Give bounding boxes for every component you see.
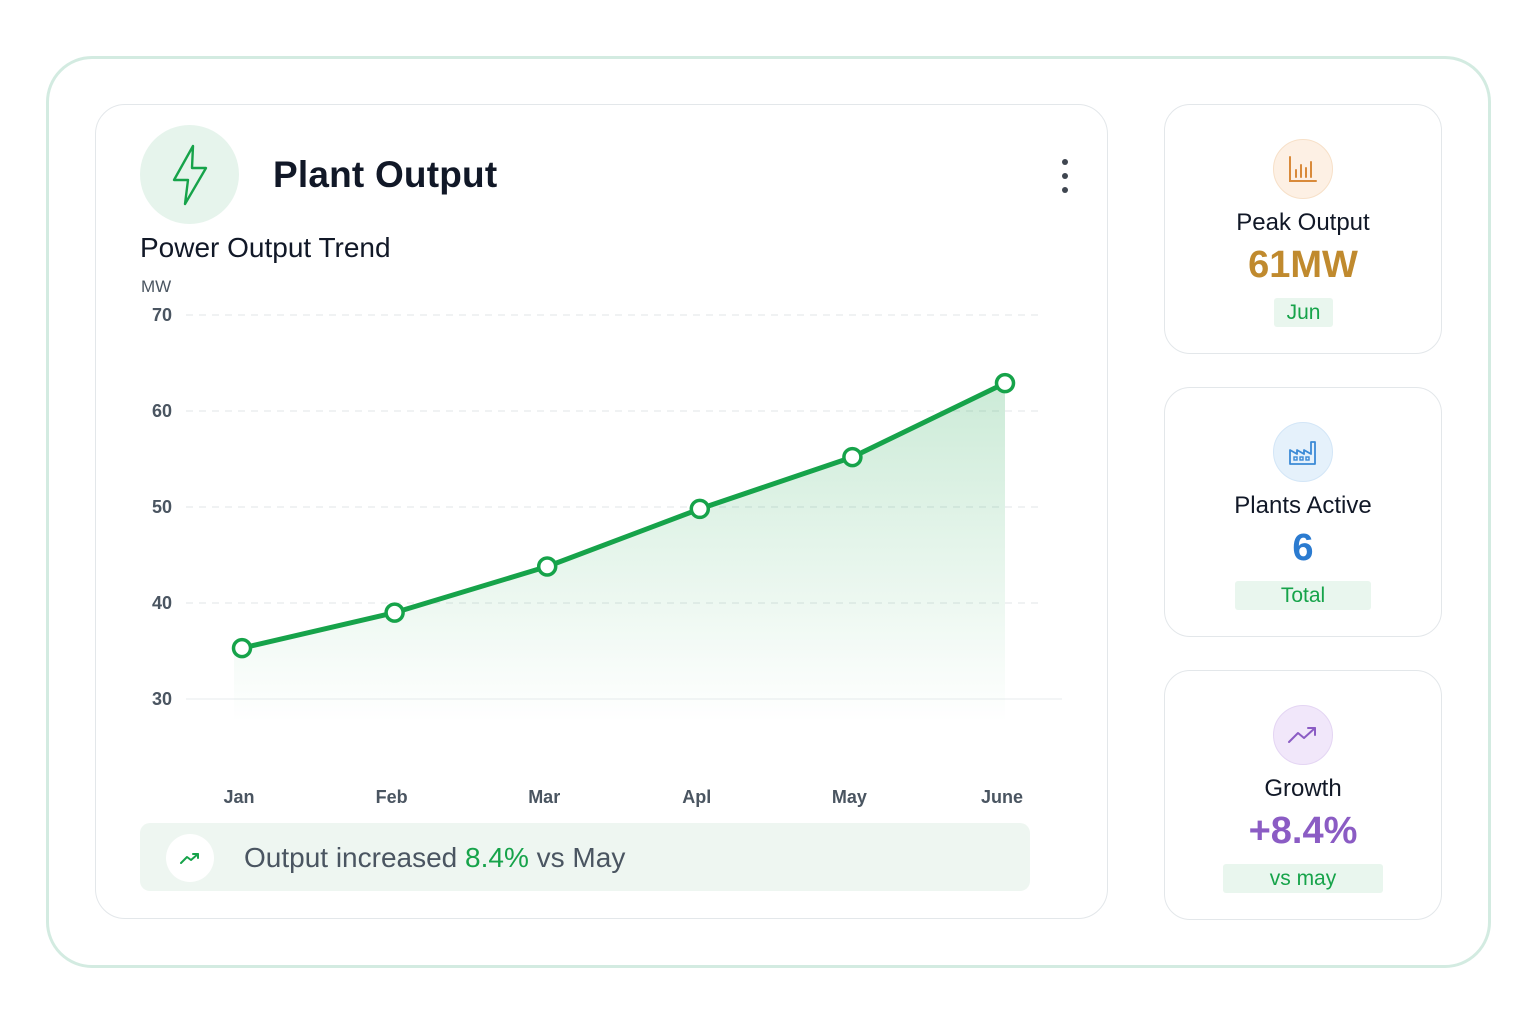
data-point[interactable]: [842, 446, 863, 468]
trending-up-icon: [1273, 705, 1333, 765]
x-tick-label: Apl: [682, 787, 711, 807]
insight-prefix: Output increased: [244, 842, 466, 873]
x-tick-label: Mar: [528, 787, 560, 807]
x-tick-label: Jan: [223, 787, 254, 807]
series-line: [239, 380, 1008, 651]
insight-suffix: vs May: [528, 842, 626, 873]
area-fill: [234, 383, 1005, 722]
peak-output-card: Peak Output 61MW Jun: [1164, 104, 1442, 354]
x-tick-label: May: [832, 787, 867, 807]
data-point[interactable]: [536, 556, 558, 577]
chart-title: Power Output Trend: [140, 232, 391, 263]
growth-card: Growth +8.4% vs may: [1164, 670, 1442, 920]
peak-output-badge: Jun: [1274, 298, 1333, 327]
growth-badge: vs may: [1223, 864, 1383, 893]
lightning-bolt-icon: [140, 125, 239, 224]
y-tick-label: 60: [152, 401, 172, 421]
insight-value: 8.4%: [465, 842, 529, 873]
data-point[interactable]: [689, 498, 711, 520]
x-tick-label: June: [981, 787, 1023, 807]
peak-output-value: 61MW: [1248, 244, 1358, 286]
insight-text: Output increased 8.4% vs May: [244, 842, 625, 874]
trending-up-icon: [166, 834, 214, 882]
y-tick-label: 70: [152, 305, 172, 325]
card-title: Plant Output: [273, 154, 498, 195]
plants-active-card: Plants Active 6 Total: [1164, 387, 1442, 637]
plants-active-badge: Total: [1235, 581, 1371, 610]
y-tick-label: 30: [152, 689, 172, 709]
data-point[interactable]: [384, 602, 405, 623]
x-tick-label: Feb: [376, 787, 408, 807]
y-tick-label: 40: [152, 593, 172, 613]
plants-active-value: 6: [1292, 527, 1314, 569]
more-vertical-icon[interactable]: [1055, 156, 1075, 196]
y-axis-unit-label: MW: [141, 277, 171, 296]
bar-chart-icon: [1273, 139, 1333, 199]
insight-banner: Output increased 8.4% vs May: [140, 823, 1030, 891]
data-point[interactable]: [994, 372, 1016, 394]
plants-active-label: Plants Active: [1234, 492, 1372, 519]
y-tick-label: 50: [152, 497, 172, 517]
data-point[interactable]: [231, 637, 253, 659]
peak-output-label: Peak Output: [1236, 209, 1370, 236]
growth-label: Growth: [1264, 775, 1342, 802]
growth-value: +8.4%: [1248, 810, 1358, 852]
factory-icon: [1273, 422, 1333, 482]
